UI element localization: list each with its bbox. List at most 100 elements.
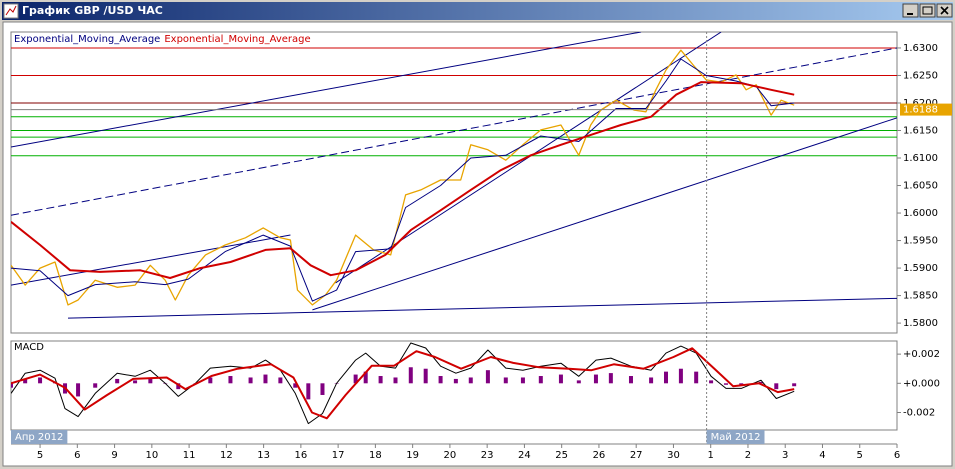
window-title: График GBP /USD ЧАС bbox=[22, 4, 163, 17]
histogram-bar bbox=[538, 376, 543, 384]
legend-entry: Exponential_Moving_Average bbox=[164, 34, 310, 45]
y-tick-label: 1.6100 bbox=[903, 153, 938, 164]
histogram-bar bbox=[93, 383, 98, 388]
x-tick-label: 5 bbox=[37, 450, 43, 461]
x-tick-label: 13 bbox=[257, 450, 270, 461]
histogram-bar bbox=[593, 374, 598, 384]
x-tick-label: 6 bbox=[74, 450, 80, 461]
x-tick-label: 12 bbox=[220, 450, 233, 461]
histogram-bar bbox=[363, 371, 368, 384]
y-tick-label: 1.6050 bbox=[903, 181, 938, 192]
x-tick-label: 17 bbox=[332, 450, 345, 461]
series-line bbox=[11, 58, 795, 302]
histogram-bar bbox=[608, 373, 613, 384]
plot bbox=[11, 342, 797, 425]
series-line bbox=[11, 347, 795, 420]
plot bbox=[11, 32, 897, 319]
y-tick-label: 1.6250 bbox=[903, 70, 938, 81]
x-tick-label: 1 bbox=[708, 450, 714, 461]
histogram-bar bbox=[248, 377, 253, 384]
y-tick-label: +0.000 bbox=[903, 378, 940, 389]
y-tick-label: 1.6200 bbox=[903, 98, 938, 109]
histogram-bar bbox=[408, 367, 413, 384]
maximize-button[interactable] bbox=[919, 3, 936, 18]
trend-line bbox=[67, 297, 897, 319]
window-icon bbox=[3, 3, 19, 19]
histogram-bar bbox=[393, 377, 398, 384]
histogram-bar bbox=[133, 380, 138, 384]
x-tick-label: 5 bbox=[857, 450, 863, 461]
histogram-bar bbox=[649, 377, 654, 384]
trend-line bbox=[11, 47, 897, 216]
histogram-bar bbox=[423, 368, 428, 384]
y-tick-label: 1.5900 bbox=[903, 263, 938, 274]
y-tick-label: +0.002 bbox=[903, 349, 940, 360]
period-label-box bbox=[11, 430, 68, 444]
histogram-bar bbox=[353, 374, 358, 384]
histogram-bar bbox=[438, 376, 443, 384]
histogram-bar bbox=[176, 383, 181, 390]
histogram-bar bbox=[485, 370, 490, 384]
x-tick-label: 2 bbox=[745, 450, 751, 461]
period-label: Апр 2012 bbox=[15, 432, 63, 443]
histogram-bar bbox=[115, 378, 120, 384]
legend-entry: Exponential_Moving_Average bbox=[14, 34, 160, 45]
histogram-bar bbox=[293, 383, 298, 388]
histogram-bar bbox=[208, 377, 213, 384]
maximize-icon bbox=[922, 6, 933, 15]
period-label-box bbox=[706, 430, 765, 444]
histogram-bar bbox=[792, 383, 797, 387]
y-tick-label: 1.5800 bbox=[903, 318, 938, 329]
x-tick-label: 16 bbox=[295, 450, 308, 461]
x-tick-label: 6 bbox=[894, 450, 900, 461]
histogram-bar bbox=[378, 376, 383, 384]
histogram-bar bbox=[576, 380, 581, 384]
histogram-bar bbox=[723, 383, 728, 385]
series-line bbox=[11, 342, 795, 425]
x-tick-label: 4 bbox=[819, 450, 825, 461]
x-tick-label: 19 bbox=[406, 450, 419, 461]
histogram-bar bbox=[278, 377, 283, 384]
panel-title: MACD bbox=[14, 342, 44, 353]
histogram-bar bbox=[263, 374, 268, 384]
histogram-bar bbox=[76, 383, 81, 397]
x-tick-label: 3 bbox=[782, 450, 788, 461]
histogram-bar bbox=[320, 383, 325, 395]
histogram-bar bbox=[694, 371, 699, 384]
title-bar bbox=[2, 2, 953, 20]
y-tick-label: -0.002 bbox=[903, 407, 935, 418]
y-tick-label: 1.5850 bbox=[903, 291, 938, 302]
price-label: 1.6188 bbox=[903, 105, 938, 116]
histogram-bar bbox=[503, 377, 508, 384]
y-tick-label: 1.5950 bbox=[903, 236, 938, 247]
x-tick-label: 9 bbox=[111, 450, 117, 461]
histogram-bar bbox=[709, 380, 714, 384]
x-tick-label: 11 bbox=[183, 450, 196, 461]
trend-line bbox=[312, 117, 897, 311]
x-tick-label: 27 bbox=[630, 450, 643, 461]
histogram-bar bbox=[468, 377, 473, 384]
histogram-bar bbox=[774, 383, 779, 390]
histogram-bar bbox=[558, 374, 563, 384]
x-tick-label: 18 bbox=[369, 450, 382, 461]
y-tick-label: 1.6150 bbox=[903, 125, 938, 136]
series-line bbox=[11, 81, 795, 279]
minimize-button[interactable] bbox=[902, 3, 919, 18]
x-tick-label: 26 bbox=[593, 450, 606, 461]
window-buttons[interactable] bbox=[902, 3, 953, 18]
close-icon bbox=[940, 6, 949, 15]
y-tick-label: 1.6300 bbox=[903, 43, 938, 54]
x-tick-label: 23 bbox=[481, 450, 494, 461]
histogram-bar bbox=[306, 383, 311, 400]
price-label-box bbox=[900, 103, 952, 116]
main-panel bbox=[10, 31, 898, 334]
y-tick-label: 1.6000 bbox=[903, 208, 938, 219]
plot-layer: 1.6300 1.6250 1.6200 1.6150 1.6100 1.6050 1.60… bbox=[11, 32, 952, 461]
x-tick-label: 24 bbox=[518, 450, 531, 461]
histogram-bar bbox=[228, 376, 233, 384]
histogram-bar bbox=[663, 371, 668, 384]
histogram-bar bbox=[759, 381, 764, 384]
histogram-bar bbox=[520, 377, 525, 384]
histogram-bar bbox=[11, 383, 13, 388]
